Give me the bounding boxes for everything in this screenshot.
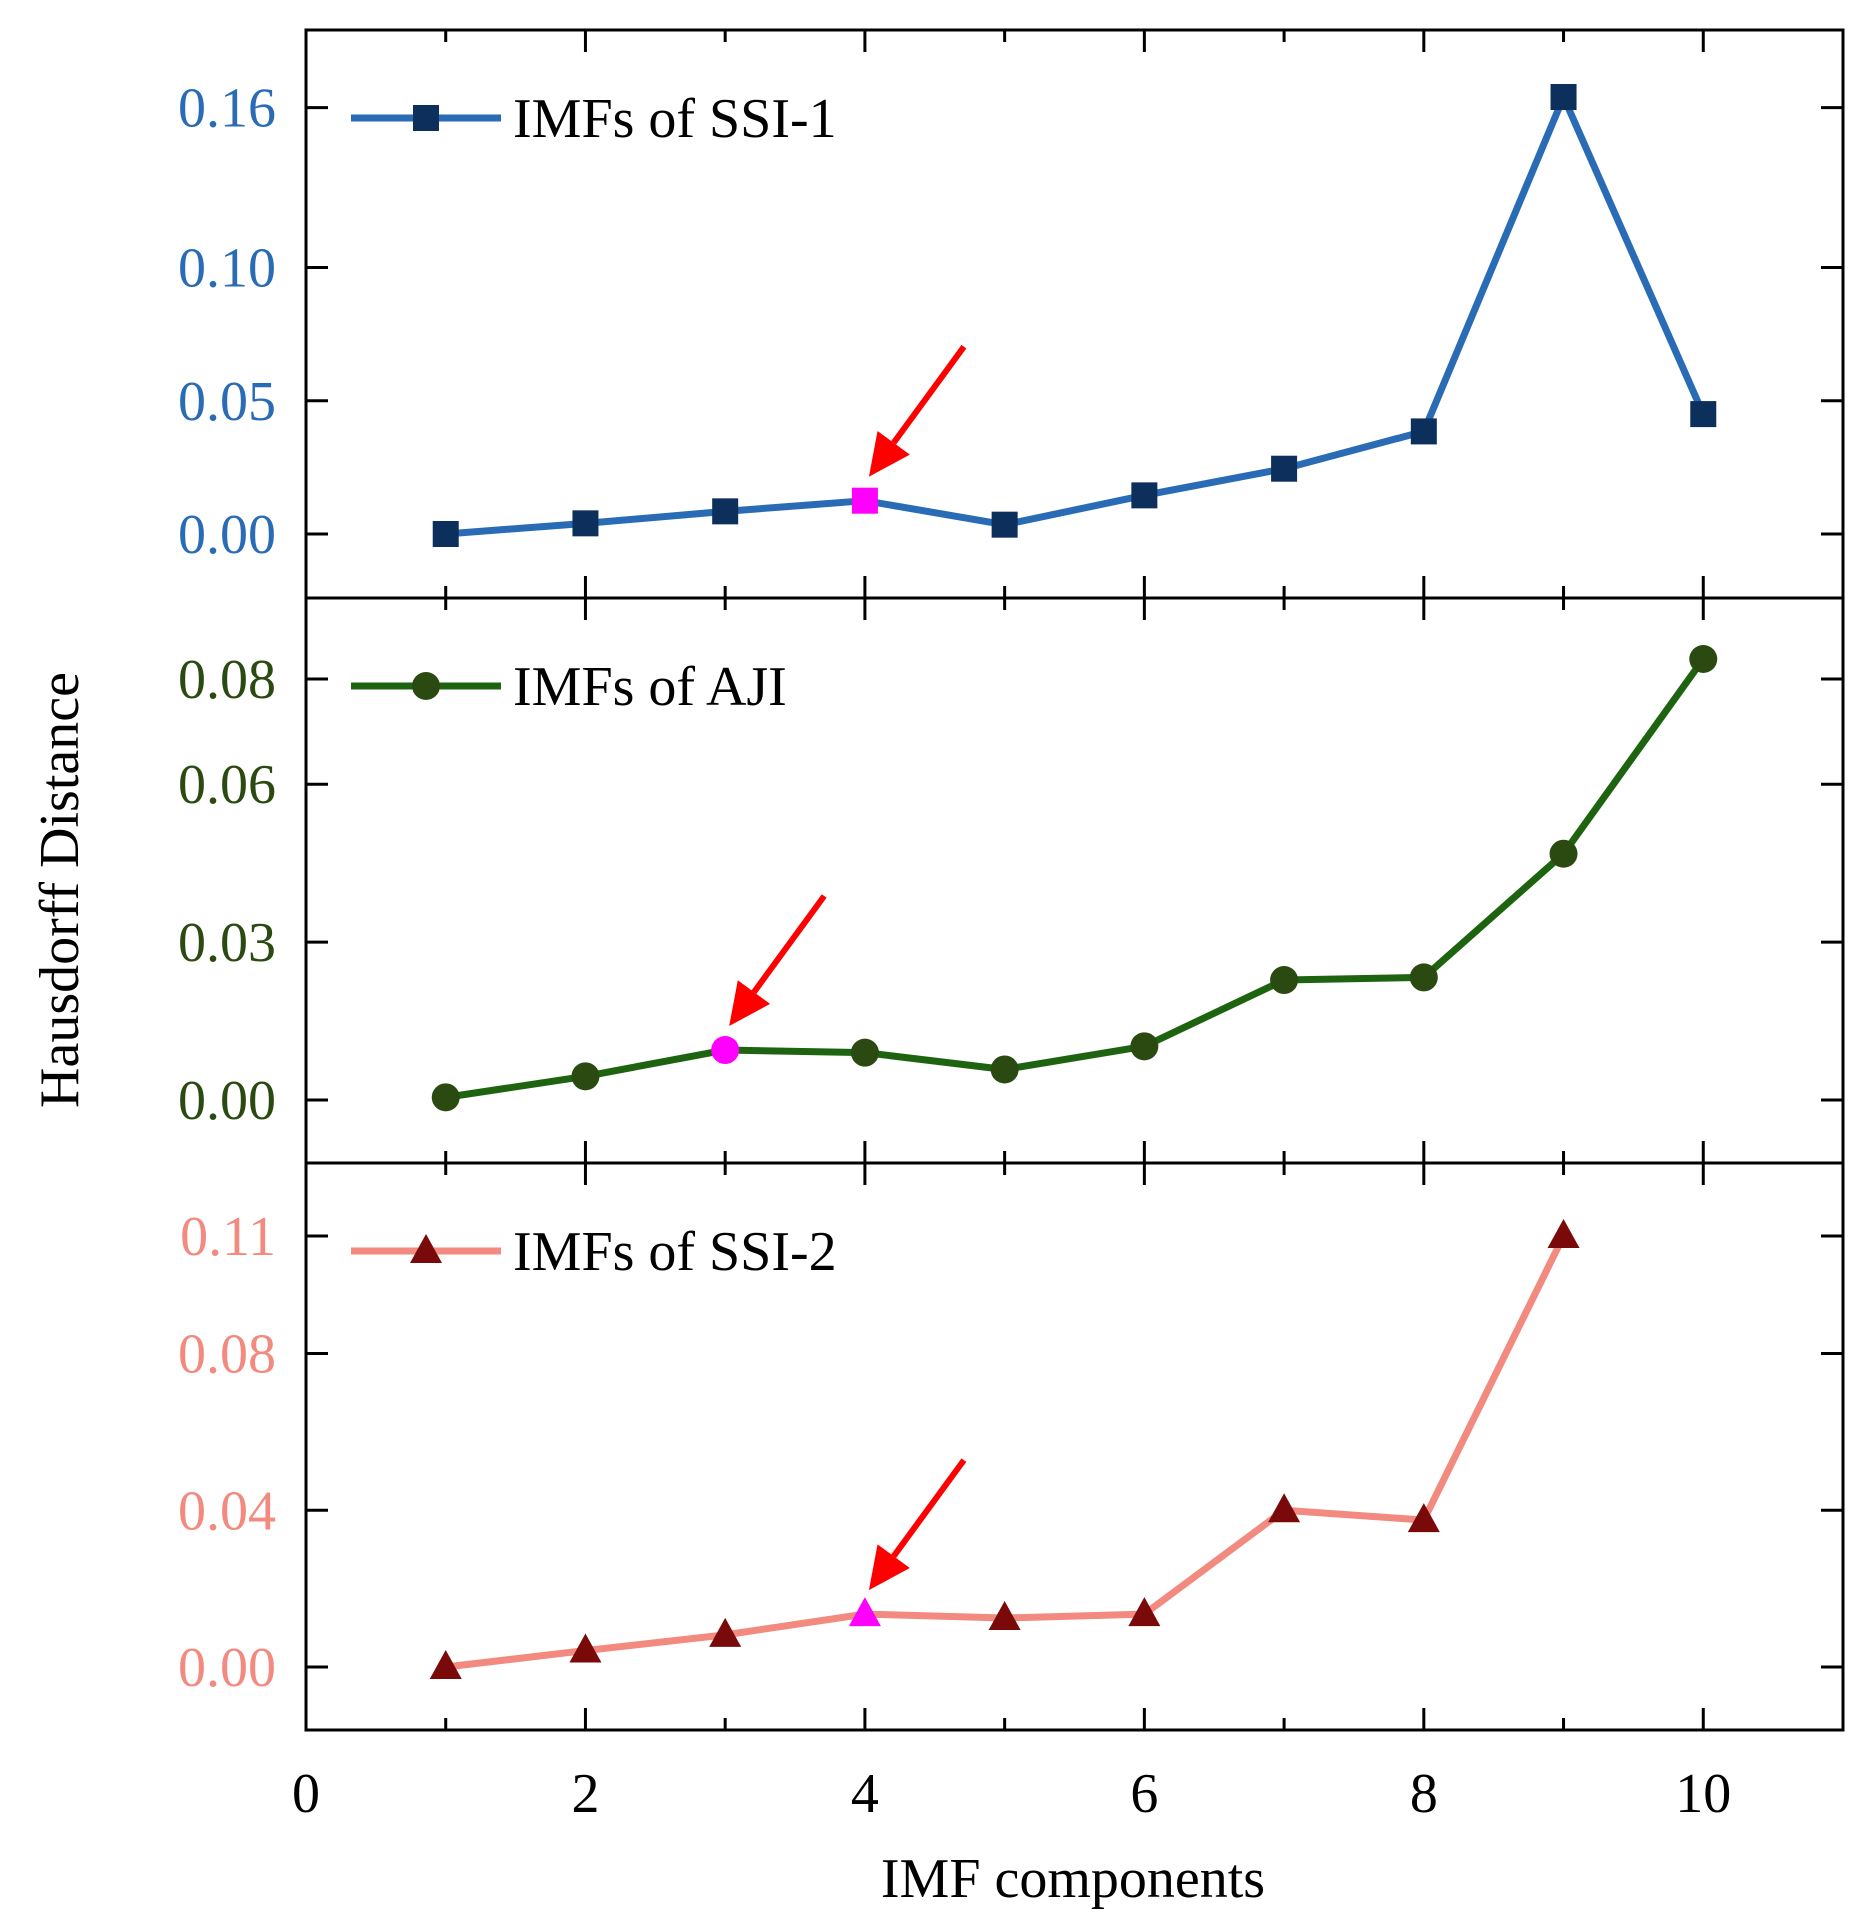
data-point bbox=[991, 511, 1018, 538]
data-point bbox=[712, 498, 739, 525]
data-point bbox=[431, 1083, 460, 1112]
x-axis: 0 2 4 6 8 10 bbox=[292, 1763, 1731, 1825]
y-tick-label: 0.06 bbox=[178, 754, 276, 816]
data-point bbox=[988, 1601, 1021, 1631]
data-point bbox=[1550, 84, 1577, 110]
y-tick-label: 0.04 bbox=[178, 1480, 276, 1542]
legend: IMFs of AJI bbox=[351, 656, 787, 718]
data-point bbox=[1549, 839, 1578, 868]
x-tick-label: 4 bbox=[851, 1763, 879, 1825]
legend-label: IMFs of SSI-1 bbox=[513, 88, 837, 150]
data-point bbox=[429, 1650, 462, 1679]
data-point bbox=[1690, 401, 1717, 428]
arrow-annotation bbox=[868, 344, 967, 477]
data-point bbox=[572, 510, 599, 537]
data-point bbox=[1409, 963, 1438, 992]
series-line bbox=[445, 93, 1707, 538]
legend-marker bbox=[413, 105, 439, 131]
legend-marker bbox=[410, 1234, 442, 1263]
legend: IMFs of SSI-1 bbox=[351, 88, 837, 150]
data-point bbox=[432, 521, 459, 547]
x-tick-label: 6 bbox=[1130, 1763, 1158, 1825]
y-tick-label: 0.10 bbox=[178, 238, 276, 300]
data-point bbox=[850, 1038, 879, 1067]
panel-3: 0.00 0.04 0.08 0.11 IMFs of SSI-2 bbox=[178, 1161, 1845, 1732]
data-point bbox=[990, 1055, 1019, 1084]
data-point bbox=[571, 1062, 600, 1091]
data-point bbox=[1410, 418, 1437, 445]
data-point bbox=[848, 1597, 881, 1627]
data-point bbox=[1689, 645, 1718, 673]
legend-label: IMFs of SSI-2 bbox=[513, 1221, 837, 1283]
panel-1: 0.00 0.05 0.10 0.16 IMFs of SSI-1 bbox=[178, 28, 1845, 600]
data-point bbox=[1271, 455, 1298, 482]
arrow-annotation bbox=[729, 894, 827, 1027]
y-tick-label: 0.03 bbox=[178, 912, 276, 974]
y-tick-label: 0.08 bbox=[178, 1324, 276, 1386]
data-point bbox=[1131, 482, 1158, 509]
data-point bbox=[569, 1633, 602, 1663]
x-tick-label: 8 bbox=[1410, 1763, 1438, 1825]
legend-label: IMFs of AJI bbox=[513, 656, 787, 718]
y-tick-label: 0.00 bbox=[178, 504, 276, 566]
data-point bbox=[1130, 1032, 1159, 1061]
y-tick-label: 0.05 bbox=[178, 371, 276, 433]
data-point bbox=[1270, 966, 1299, 995]
legend-marker bbox=[412, 672, 440, 700]
data-point bbox=[711, 1036, 740, 1065]
y-axis-title: Hausdorff Distance bbox=[29, 672, 91, 1108]
y-tick-label: 0.16 bbox=[178, 78, 276, 140]
x-axis-title: IMF components bbox=[881, 1848, 1265, 1910]
legend: IMFs of SSI-2 bbox=[351, 1221, 837, 1283]
data-point bbox=[851, 487, 878, 514]
y-tick-label: 0.08 bbox=[178, 649, 276, 711]
y-tick-label: 0.00 bbox=[178, 1637, 276, 1699]
arrow-annotation bbox=[868, 1458, 967, 1591]
data-point bbox=[709, 1617, 742, 1647]
chart-panels: 0.000.050.100.16 IMFs of SSI-10.000.030.0… bbox=[178, 28, 1845, 1732]
series-line bbox=[445, 656, 1707, 1101]
panel-frame bbox=[304, 1161, 1845, 1732]
y-tick-label: 0.11 bbox=[180, 1206, 276, 1268]
data-point bbox=[1268, 1493, 1301, 1523]
data-point bbox=[1128, 1597, 1161, 1627]
data-point bbox=[1407, 1503, 1440, 1533]
y-tick-label: 0.00 bbox=[178, 1070, 276, 1132]
x-tick-label: 2 bbox=[571, 1763, 599, 1825]
x-tick-label: 0 bbox=[292, 1763, 320, 1825]
x-tick-label: 10 bbox=[1675, 1763, 1731, 1825]
data-point bbox=[1547, 1219, 1580, 1248]
panel-2: 0.00 0.03 0.06 0.08 IMFs of AJI bbox=[178, 596, 1845, 1165]
